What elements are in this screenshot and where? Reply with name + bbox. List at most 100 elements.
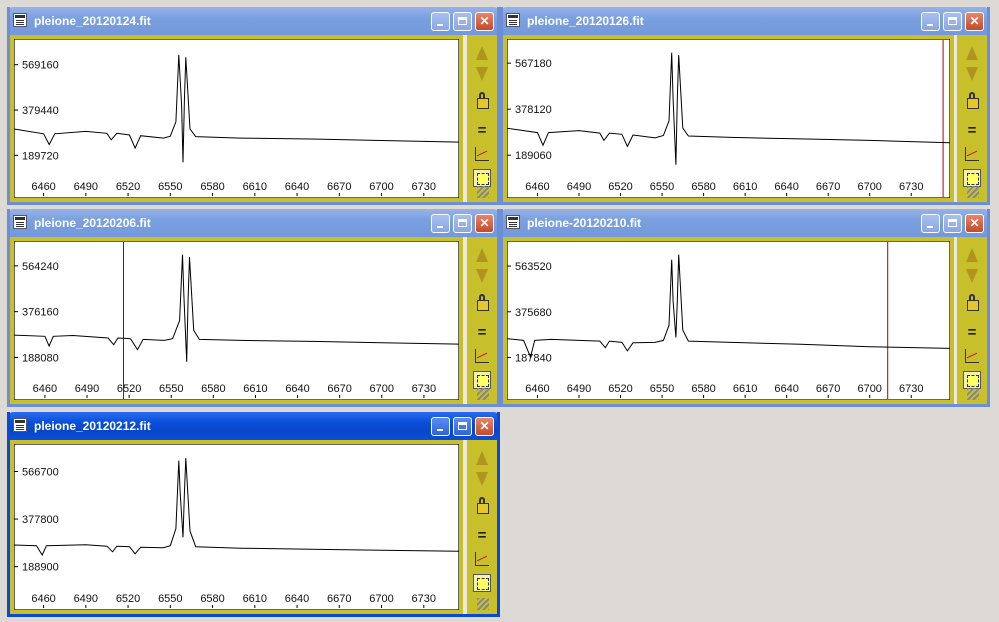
- graph-icon[interactable]: [963, 347, 981, 365]
- x-tick-label: 6700: [369, 593, 393, 605]
- close-button[interactable]: ✕: [965, 214, 984, 233]
- x-tick-label: 6520: [608, 181, 632, 193]
- x-tick-label: 6670: [816, 181, 840, 193]
- equal-icon[interactable]: =: [477, 527, 487, 544]
- equal-icon[interactable]: =: [477, 324, 487, 341]
- x-tick-label: 6520: [117, 383, 141, 395]
- spectrum-plot[interactable]: 6460 6490 6520 6550 6580 6610 6640 6670 6700 6730…: [14, 444, 459, 610]
- select-icon[interactable]: [473, 574, 491, 592]
- x-tick-label: 6550: [650, 383, 674, 395]
- app-icon[interactable]: [13, 13, 27, 27]
- scroll-down-icon[interactable]: [473, 65, 491, 83]
- title-bar[interactable]: pleione_20120126.fit ✕: [500, 7, 990, 35]
- lock-icon[interactable]: [963, 294, 981, 312]
- x-tick-label: 6670: [327, 383, 351, 395]
- resize-grip-icon[interactable]: [473, 384, 491, 402]
- resize-grip-icon[interactable]: [473, 182, 491, 200]
- close-button[interactable]: ✕: [475, 214, 494, 233]
- window-title: pleione_20120124.fit: [34, 14, 151, 28]
- x-tick-label: 6730: [899, 383, 923, 395]
- spectrum-line: [14, 254, 459, 362]
- select-icon[interactable]: [963, 371, 981, 389]
- app-icon[interactable]: [13, 215, 27, 229]
- x-tick-label: 6580: [691, 181, 715, 193]
- resize-grip-icon[interactable]: [963, 182, 981, 200]
- lock-icon[interactable]: [473, 294, 491, 312]
- y-tick-label: 567180: [515, 58, 552, 70]
- x-tick-label: 6640: [774, 383, 798, 395]
- graph-icon[interactable]: [473, 347, 491, 365]
- x-tick-label: 6610: [733, 181, 757, 193]
- app-icon[interactable]: [13, 418, 27, 432]
- select-icon[interactable]: [473, 371, 491, 389]
- lock-icon[interactable]: [473, 497, 491, 515]
- close-button[interactable]: ✕: [475, 12, 494, 31]
- x-tick-label: 6610: [243, 383, 267, 395]
- close-button[interactable]: ✕: [475, 417, 494, 436]
- select-icon[interactable]: [963, 169, 981, 187]
- x-tick-label: 6520: [608, 383, 632, 395]
- title-bar[interactable]: pleione_20120212.fit ✕: [7, 412, 500, 440]
- x-tick-label: 6460: [525, 181, 549, 193]
- app-icon[interactable]: [506, 13, 520, 27]
- spectrum-plot[interactable]: 6460 6490 6520 6550 6580 6610 6640 6670 6700 6730…: [14, 39, 459, 198]
- scroll-up-icon[interactable]: [473, 247, 491, 265]
- x-tick-label: 6610: [243, 593, 267, 605]
- equal-icon[interactable]: =: [477, 122, 487, 139]
- maximize-button[interactable]: [453, 417, 472, 436]
- close-button[interactable]: ✕: [965, 12, 984, 31]
- y-tick-label: 378120: [515, 104, 552, 116]
- maximize-button[interactable]: [943, 12, 962, 31]
- spectrum-window[interactable]: pleione_20120206.fit ✕ 6460 6490 6520 6550 6…: [7, 209, 500, 407]
- spectrum-plot-frame: 6460 6490 6520 6550 6580 6610 6640 6670 6700 6730…: [503, 237, 954, 404]
- select-icon[interactable]: [473, 169, 491, 187]
- equal-icon[interactable]: =: [967, 122, 977, 139]
- minimize-button[interactable]: [921, 214, 940, 233]
- x-tick-label: 6490: [75, 383, 99, 395]
- minimize-button[interactable]: [431, 12, 450, 31]
- x-tick-label: 6670: [327, 181, 351, 193]
- maximize-button[interactable]: [453, 214, 472, 233]
- spectrum-plot[interactable]: 6460 6490 6520 6550 6580 6610 6640 6670 6700 6730…: [14, 241, 459, 400]
- scroll-down-icon[interactable]: [473, 470, 491, 488]
- scroll-up-icon[interactable]: [963, 45, 981, 63]
- title-bar[interactable]: pleione_20120206.fit ✕: [7, 209, 500, 237]
- spectrum-window[interactable]: pleione_20120124.fit ✕ 6460 6490 6520 6550 6…: [7, 7, 500, 205]
- y-tick-label: 188080: [22, 352, 59, 364]
- x-tick-label: 6460: [31, 593, 55, 605]
- equal-icon[interactable]: =: [967, 324, 977, 341]
- maximize-button[interactable]: [453, 12, 472, 31]
- maximize-button[interactable]: [943, 214, 962, 233]
- minimize-button[interactable]: [431, 214, 450, 233]
- spectrum-window[interactable]: pleione-20120210.fit ✕ 6460 6490 6520 6550 6…: [500, 209, 990, 407]
- plot-area: [14, 241, 459, 400]
- scroll-up-icon[interactable]: [473, 450, 491, 468]
- graph-icon[interactable]: [473, 145, 491, 163]
- graph-icon[interactable]: [473, 550, 491, 568]
- spectrum-window[interactable]: pleione_20120212.fit ✕ 6460 6490 6520 6550 6…: [7, 412, 500, 617]
- scroll-down-icon[interactable]: [473, 267, 491, 285]
- minimize-button[interactable]: [431, 417, 450, 436]
- minimize-button[interactable]: [921, 12, 940, 31]
- resize-grip-icon[interactable]: [473, 594, 491, 612]
- spectrum-plot[interactable]: 6460 6490 6520 6550 6580 6610 6640 6670 6700 6730…: [507, 241, 950, 400]
- scroll-down-icon[interactable]: [963, 65, 981, 83]
- scroll-down-icon[interactable]: [963, 267, 981, 285]
- title-bar[interactable]: pleione_20120124.fit ✕: [7, 7, 500, 35]
- x-tick-label: 6490: [74, 593, 98, 605]
- spectrum-plot-frame: 6460 6490 6520 6550 6580 6610 6640 6670 6700 6730…: [503, 35, 954, 202]
- resize-grip-icon[interactable]: [963, 384, 981, 402]
- lock-icon[interactable]: [963, 92, 981, 110]
- scroll-up-icon[interactable]: [963, 247, 981, 265]
- spectrum-window[interactable]: pleione_20120126.fit ✕ 6460 6490 6520 6550 6…: [500, 7, 990, 205]
- lock-icon[interactable]: [473, 92, 491, 110]
- spectrum-plot[interactable]: 6460 6490 6520 6550 6580 6610 6640 6670 6700 6730…: [507, 39, 950, 198]
- x-tick-label: 6610: [733, 383, 757, 395]
- x-tick-label: 6730: [899, 181, 923, 193]
- graph-icon[interactable]: [963, 145, 981, 163]
- x-tick-label: 6610: [243, 181, 267, 193]
- title-bar[interactable]: pleione-20120210.fit ✕: [500, 209, 990, 237]
- app-icon[interactable]: [506, 215, 520, 229]
- scroll-up-icon[interactable]: [473, 45, 491, 63]
- x-tick-label: 6490: [567, 181, 591, 193]
